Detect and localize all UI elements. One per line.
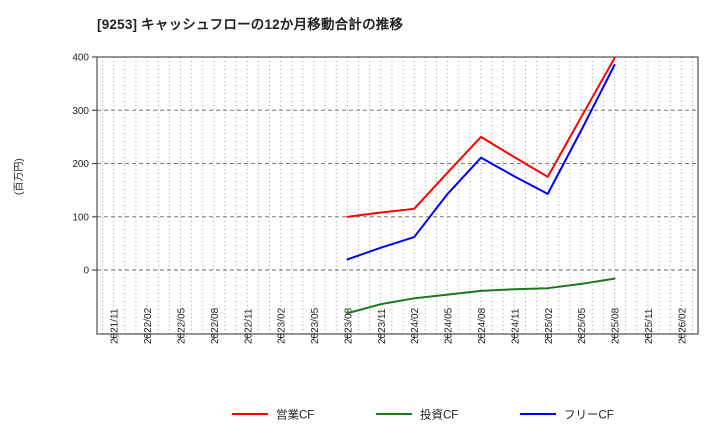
legend-label: フリーCF: [564, 410, 614, 422]
x-tick-label: 2024/08: [477, 307, 488, 344]
y-axis: 0 100 200 300 400: [72, 53, 97, 277]
legend-label: 営業CF: [276, 408, 314, 422]
x-tick-label: 2025/11: [644, 308, 655, 344]
y-tick-label: 400: [72, 53, 89, 64]
x-tick-label: 2023/02: [277, 307, 288, 344]
x-axis: 2021/11 2022/02 2022/05 2022/08 2022/11 2023/…: [110, 307, 689, 344]
y-tick-label: 0: [83, 266, 89, 277]
x-tick-label: 2022/08: [210, 307, 221, 344]
x-tick-label: 2022/02: [143, 307, 154, 344]
plot-frame: [96, 56, 699, 335]
y-tick-label: 200: [72, 159, 89, 170]
x-tick-label: 2024/05: [444, 307, 455, 344]
series-group: [346, 57, 616, 315]
grid-horizontal: [97, 56, 698, 271]
series-line: [346, 277, 616, 315]
x-tick-label: 2024/11: [510, 308, 521, 344]
x-tick-label: 2025/05: [577, 307, 588, 344]
chart-title: [9253] キャッシュフローの12か月移動合計の推移: [97, 17, 404, 32]
x-tick-label: 2022/05: [176, 307, 187, 344]
y-tick-label: 100: [72, 212, 89, 223]
x-tick-label: 2025/08: [611, 307, 622, 344]
x-tick-label: 2021/11: [110, 308, 121, 344]
x-tick-label: 2023/11: [377, 308, 388, 344]
series-line: [346, 57, 616, 218]
grid-vertical: [102, 57, 693, 334]
x-tick-label: 2023/08: [343, 307, 354, 344]
x-tick-label: 2024/02: [410, 307, 421, 344]
x-tick-label: 2026/02: [677, 307, 688, 344]
x-tick-label: 2023/05: [310, 307, 321, 344]
x-tick-label: 2022/11: [243, 308, 254, 344]
legend-label: 投資CF: [420, 408, 458, 422]
y-tick-label: 300: [72, 106, 89, 117]
x-tick-label: 2025/02: [544, 307, 555, 344]
series-line: [346, 63, 616, 261]
